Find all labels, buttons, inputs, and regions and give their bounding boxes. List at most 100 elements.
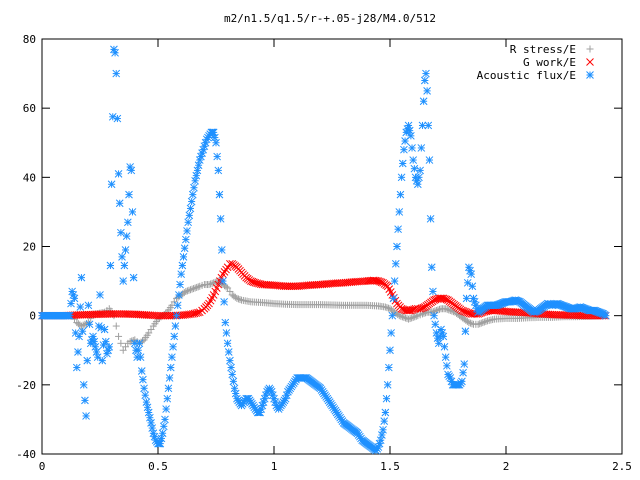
data-point	[289, 282, 298, 291]
data-point	[85, 320, 94, 329]
data-point	[114, 170, 123, 178]
data-point	[79, 321, 87, 329]
data-point	[396, 190, 405, 199]
data-point	[466, 319, 474, 327]
data-point	[180, 289, 188, 297]
data-point	[420, 76, 429, 85]
data-point	[423, 87, 431, 95]
data-point	[230, 384, 239, 393]
data-point	[117, 339, 125, 347]
data-point	[176, 280, 184, 289]
data-point	[108, 112, 117, 121]
y-tick-label: 20	[23, 241, 36, 254]
data-point	[129, 273, 138, 282]
data-point	[429, 308, 437, 316]
data-point	[434, 306, 442, 314]
data-point	[194, 308, 202, 317]
data-point	[476, 320, 484, 328]
y-tick-label: 0	[29, 310, 36, 323]
data-point	[222, 329, 231, 337]
data-point	[223, 339, 232, 348]
data-point	[129, 336, 137, 344]
data-point	[406, 315, 414, 323]
data-point	[378, 431, 386, 439]
data-point	[461, 327, 470, 336]
data-point	[106, 261, 115, 270]
data-point	[424, 121, 433, 130]
data-point	[170, 332, 179, 341]
data-point	[173, 301, 182, 310]
data-point	[458, 377, 466, 386]
data-point	[169, 342, 177, 351]
data-point	[164, 384, 173, 393]
data-point	[182, 287, 190, 295]
data-point	[394, 311, 402, 319]
data-point	[113, 114, 122, 123]
data-point	[78, 327, 87, 336]
data-point	[468, 282, 477, 291]
data-point	[144, 408, 153, 417]
data-point	[212, 138, 220, 147]
data-point	[79, 380, 88, 389]
data-point	[107, 310, 116, 318]
data-point	[107, 180, 116, 189]
data-layer	[38, 45, 610, 455]
data-point	[479, 319, 487, 327]
data-point	[141, 391, 150, 400]
data-point	[82, 412, 90, 420]
data-point	[140, 384, 148, 393]
data-point	[386, 346, 394, 355]
data-point	[387, 329, 396, 337]
data-point	[439, 332, 448, 341]
data-point	[137, 367, 146, 375]
data-point	[397, 312, 405, 320]
data-point	[148, 424, 157, 432]
data-point	[111, 310, 120, 318]
data-point	[194, 283, 202, 291]
data-point	[214, 166, 223, 175]
data-point	[72, 363, 81, 372]
data-point	[224, 348, 233, 356]
data-point	[416, 166, 425, 175]
data-point	[371, 276, 380, 285]
data-point	[183, 227, 191, 235]
data-point	[183, 287, 191, 295]
data-point	[409, 313, 417, 321]
data-point	[208, 279, 216, 287]
data-point	[412, 312, 420, 320]
data-point	[213, 152, 222, 161]
data-point	[401, 314, 409, 322]
data-point	[442, 305, 450, 313]
data-point	[188, 190, 197, 199]
data-point	[115, 199, 124, 208]
data-point	[390, 277, 399, 285]
x-tick-label: 1.5	[380, 460, 400, 473]
data-point	[89, 332, 97, 341]
data-point	[121, 246, 130, 254]
data-point	[74, 348, 82, 356]
data-point	[90, 337, 99, 346]
data-point	[417, 144, 426, 152]
data-point	[384, 363, 393, 372]
data-point	[191, 176, 199, 185]
data-point	[217, 246, 226, 254]
data-point	[220, 297, 228, 306]
data-point	[413, 180, 422, 189]
y-tick-label: -20	[16, 379, 36, 392]
axis-ticks: 0 0.5 1 1.5 2 2.5 -40 -20 0 20 40 60 80	[16, 33, 632, 473]
legend-marker-g-work	[586, 58, 594, 66]
data-point	[405, 315, 413, 323]
data-point	[400, 145, 408, 154]
y-tick-label: 80	[23, 33, 36, 46]
data-point	[427, 263, 436, 272]
data-point	[391, 259, 400, 268]
data-point	[70, 294, 79, 303]
data-point	[283, 282, 292, 291]
data-point	[236, 296, 244, 304]
data-point	[435, 305, 443, 313]
data-point	[215, 190, 224, 199]
data-point	[219, 270, 227, 279]
data-point	[210, 133, 219, 142]
data-point	[221, 318, 230, 327]
